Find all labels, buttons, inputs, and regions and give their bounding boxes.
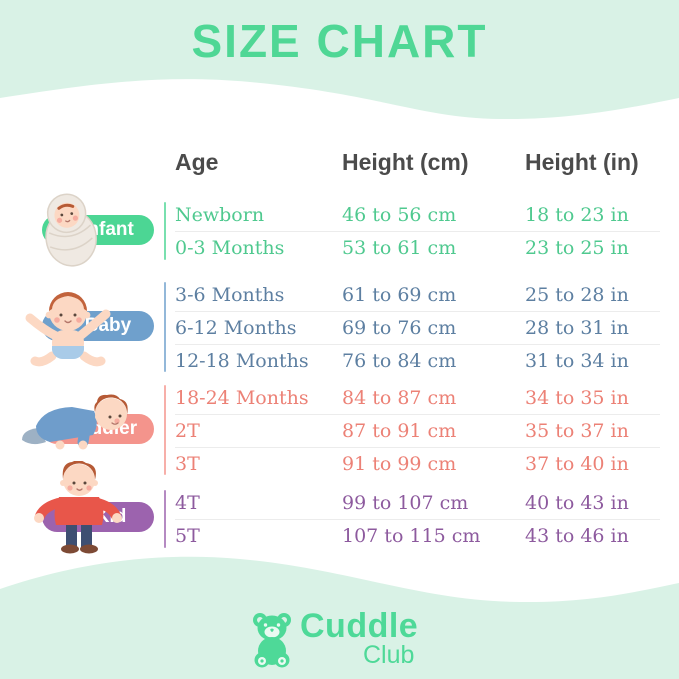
swaddled-infant-illustration — [45, 193, 97, 267]
top-wave-decoration — [0, 0, 679, 120]
age-cell: 18-24 Months — [175, 387, 309, 409]
header-height-in: Height (in) — [525, 148, 639, 175]
height-in-cell: 25 to 28 in — [525, 284, 629, 306]
brand-name: Cuddle — [300, 607, 419, 645]
height-cm-cell: 69 to 76 cm — [342, 317, 457, 339]
height-in-cell: 37 to 40 in — [525, 453, 629, 475]
height-cm-cell: 107 to 115 cm — [342, 525, 481, 547]
table-header-row: Age Height (cm) Height (in) — [175, 146, 660, 178]
size-group-toddler: 18-24 Months 84 to 87 cm 34 to 35 in 2T … — [164, 382, 660, 480]
height-cm-cell: 53 to 61 cm — [342, 237, 457, 259]
age-cell: 4T — [175, 492, 200, 514]
standing-kid-illustration — [34, 461, 122, 554]
table-row: 3T 91 to 99 cm 37 to 40 in — [175, 448, 660, 480]
crawling-toddler-illustration — [22, 394, 128, 450]
height-in-cell: 18 to 23 in — [525, 204, 629, 226]
header-height-cm: Height (cm) — [342, 148, 469, 175]
bottom-wave-decoration — [0, 556, 679, 679]
age-cell: 3T — [175, 453, 200, 475]
table-row: 6-12 Months 69 to 76 cm 28 to 31 in — [175, 312, 660, 345]
height-cm-cell: 76 to 84 cm — [342, 350, 457, 372]
table-row: 18-24 Months 84 to 87 cm 34 to 35 in — [175, 382, 660, 415]
table-row: 12-18 Months 76 to 84 cm 31 to 34 in — [175, 345, 660, 377]
age-cell: 0-3 Months — [175, 237, 285, 259]
height-in-cell: 31 to 34 in — [525, 350, 629, 372]
table-row: Newborn 46 to 56 cm 18 to 23 in — [175, 199, 660, 232]
height-cm-cell: 84 to 87 cm — [342, 387, 457, 409]
table-row: 3-6 Months 61 to 69 cm 25 to 28 in — [175, 279, 660, 312]
height-cm-cell: 87 to 91 cm — [342, 420, 457, 442]
height-in-cell: 43 to 46 in — [525, 525, 629, 547]
height-in-cell: 28 to 31 in — [525, 317, 629, 339]
age-cell: Newborn — [175, 204, 265, 226]
height-in-cell: 35 to 37 in — [525, 420, 629, 442]
age-cell: 6-12 Months — [175, 317, 297, 339]
table-row: 2T 87 to 91 cm 35 to 37 in — [175, 415, 660, 448]
height-cm-cell: 46 to 56 cm — [342, 204, 457, 226]
brand-subname: Club — [363, 641, 415, 669]
height-cm-cell: 61 to 69 cm — [342, 284, 457, 306]
sitting-baby-illustration — [25, 292, 111, 367]
age-cell: 5T — [175, 525, 200, 547]
header-age: Age — [175, 148, 219, 175]
table-row: 4T 99 to 107 cm 40 to 43 in — [175, 487, 660, 520]
age-cell: 3-6 Months — [175, 284, 285, 306]
table-row: 0-3 Months 53 to 61 cm 23 to 25 in — [175, 232, 660, 264]
size-group-infant: Newborn 46 to 56 cm 18 to 23 in 0-3 Mont… — [164, 199, 660, 264]
height-in-cell: 34 to 35 in — [525, 387, 629, 409]
height-cm-cell: 99 to 107 cm — [342, 492, 469, 514]
age-cell: 12-18 Months — [175, 350, 309, 372]
size-group-baby: 3-6 Months 61 to 69 cm 25 to 28 in 6-12 … — [164, 279, 660, 377]
height-in-cell: 23 to 25 in — [525, 237, 629, 259]
height-cm-cell: 91 to 99 cm — [342, 453, 457, 475]
size-group-kid: 4T 99 to 107 cm 40 to 43 in 5T 107 to 11… — [164, 487, 660, 552]
height-in-cell: 40 to 43 in — [525, 492, 629, 514]
age-cell: 2T — [175, 420, 200, 442]
brand-logo: Cuddle Club — [250, 607, 480, 671]
page-title: SIZE CHART — [191, 15, 488, 67]
table-row: 5T 107 to 115 cm 43 to 46 in — [175, 520, 660, 552]
teddy-bear-icon — [253, 613, 291, 668]
